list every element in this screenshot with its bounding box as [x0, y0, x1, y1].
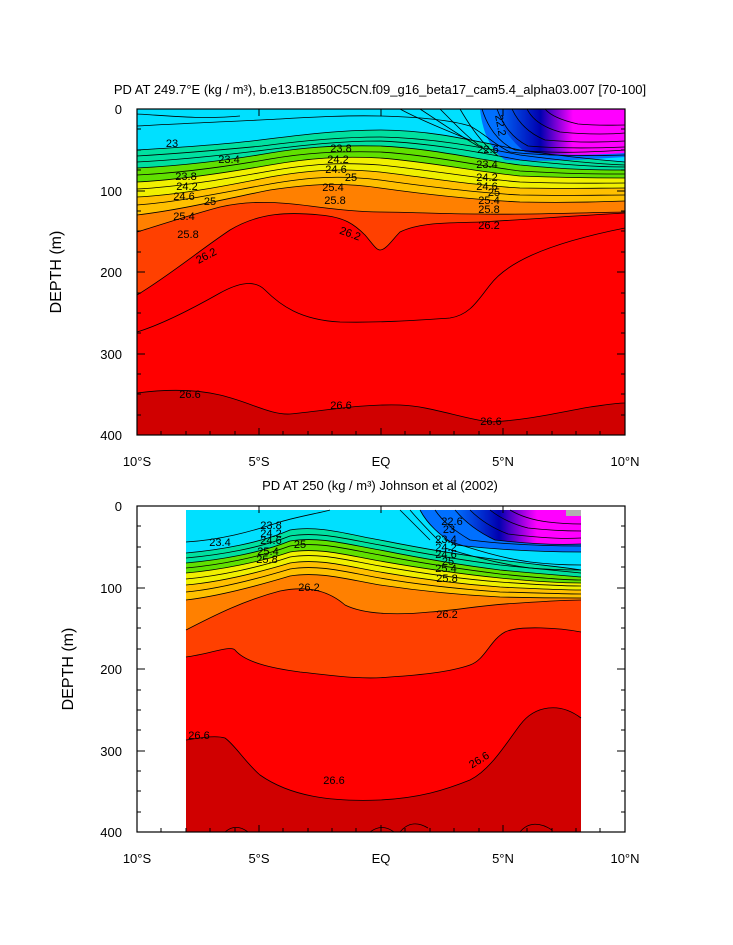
contour-label: 24.2 — [176, 181, 197, 193]
contour-lines — [185, 509, 582, 832]
contour-label: 25 — [442, 556, 454, 568]
y-ticks — [137, 505, 625, 833]
contour-label: 23 — [443, 524, 455, 536]
contour-label: 26.6 — [480, 416, 501, 428]
y-axis-title: DEPTH (m) — [48, 231, 65, 314]
contour-lines — [137, 109, 625, 423]
y-tick-label: 400 — [100, 428, 122, 443]
x-tick-labels: 10°S 5°S EQ 5°N 10°N — [123, 851, 640, 866]
contour-label: 25.8 — [256, 554, 277, 566]
x-tick-label: 5°S — [248, 454, 269, 469]
y-ticks — [137, 108, 625, 436]
x-tick-label: 5°N — [492, 454, 514, 469]
contour-label: 25.8 — [478, 204, 499, 216]
contour-label: 23.8 — [260, 520, 281, 532]
contour-label: 26.6 — [188, 730, 209, 742]
contour-label: 24.2 — [476, 172, 497, 184]
contour-label: 24.2 — [435, 542, 456, 554]
contour-label: 22.2 — [492, 114, 508, 137]
y-tick-label: 100 — [100, 581, 122, 596]
contour-label: 23.4 — [209, 537, 230, 549]
contour-label: 25 — [294, 539, 306, 551]
contour-label: 23.8 — [175, 171, 196, 183]
contour-label: 22.6 — [441, 516, 462, 528]
x-ticks — [136, 109, 626, 435]
x-tick-label: 10°N — [610, 851, 639, 866]
contour-label: 25.4 — [322, 182, 343, 194]
contour-label: 25.8 — [436, 573, 457, 585]
contour-label: 24.6 — [173, 191, 194, 203]
contour-label: 23 — [166, 138, 178, 150]
x-tick-label: 5°S — [248, 851, 269, 866]
observed-density-section: PD AT 250 (kg / m³) Johnson et al (2002) — [60, 478, 640, 866]
contour-label: 26.6 — [323, 775, 344, 787]
panel-title: PD AT 249.7°E (kg / m³), b.e13.B1850C5CN… — [114, 82, 646, 97]
contour-label: 24.6 — [476, 181, 497, 193]
contour-label: 26.6 — [330, 400, 351, 412]
contour-label: 23.4 — [476, 159, 497, 171]
x-tick-label: EQ — [372, 851, 391, 866]
contour-fill — [137, 109, 625, 435]
y-tick-label: 0 — [115, 102, 122, 117]
y-tick-label: 100 — [100, 184, 122, 199]
contour-label: 24.6 — [435, 549, 456, 561]
contour-label: 25 — [488, 187, 500, 199]
y-tick-label: 200 — [100, 662, 122, 677]
x-ticks — [136, 506, 626, 832]
contour-label: 23.4 — [218, 154, 239, 166]
contour-label: 24.6 — [260, 535, 281, 547]
x-tick-label: EQ — [372, 454, 391, 469]
contour-labels: 23.4 23.8 24.2 24.6 25 25.4 25.8 26.2 22… — [188, 516, 491, 787]
contour-label: 25.4 — [257, 546, 278, 558]
contour-label: 24.2 — [327, 154, 348, 166]
x-tick-label: 10°S — [123, 851, 152, 866]
x-tick-label: 10°N — [610, 454, 639, 469]
contour-label: 25.8 — [324, 195, 345, 207]
contour-label: 26.6 — [179, 389, 200, 401]
y-tick-label: 300 — [100, 347, 122, 362]
panel-title: PD AT 250 (kg / m³) Johnson et al (2002) — [262, 478, 498, 493]
y-tick-label: 200 — [100, 265, 122, 280]
contour-label: 23.8 — [330, 143, 351, 155]
contour-label: 26.2 — [436, 609, 457, 621]
contour-label: 25.4 — [173, 211, 194, 223]
y-axis-title: DEPTH (m) — [60, 628, 77, 711]
contour-label: 24.2 — [260, 528, 281, 540]
y-tick-labels: 0 100 200 300 400 — [100, 499, 122, 840]
contour-label: 25 — [204, 196, 216, 208]
contour-label: 25.4 — [435, 563, 456, 575]
contour-label: 26.2 — [478, 220, 499, 232]
contour-label: 25.8 — [177, 229, 198, 241]
contour-label: 26.2 — [298, 582, 319, 594]
contour-label: 24.6 — [325, 164, 346, 176]
x-tick-labels: 10°S 5°S EQ 5°N 10°N — [123, 454, 640, 469]
y-tick-labels: 0 100 200 300 400 — [100, 102, 122, 443]
x-tick-label: 10°S — [123, 454, 152, 469]
contour-label: 25 — [345, 172, 357, 184]
contour-label: 25.4 — [478, 195, 499, 207]
model-density-section: PD AT 249.7°E (kg / m³), b.e13.B1850C5CN… — [48, 82, 646, 469]
contour-labels: 23 23.4 23.8 24.2 24.6 25 25.4 25.8 26.2… — [166, 114, 508, 428]
x-tick-label: 5°N — [492, 851, 514, 866]
contour-label: 22.6 — [477, 144, 498, 156]
contour-label: 23.4 — [435, 534, 456, 546]
y-tick-label: 300 — [100, 744, 122, 759]
y-tick-label: 0 — [115, 499, 122, 514]
y-tick-label: 400 — [100, 825, 122, 840]
